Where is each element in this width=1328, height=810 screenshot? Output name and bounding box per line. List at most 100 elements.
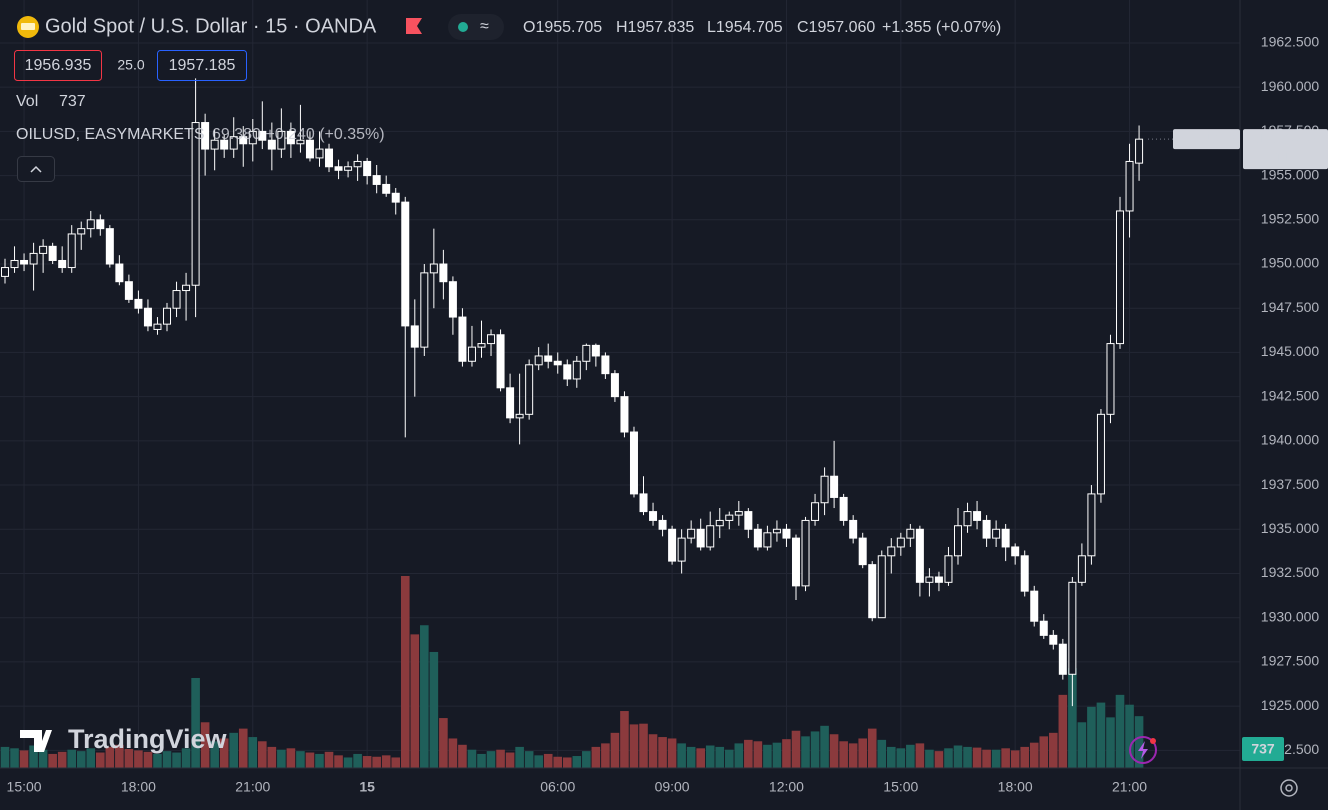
watermark: TradingView: [68, 724, 228, 754]
volume-bar: [696, 748, 705, 768]
volume-bar: [1010, 750, 1020, 768]
volume-bar: [315, 753, 324, 768]
volume-bar: [543, 753, 553, 768]
candle-body: [725, 514, 734, 521]
y-tick-label: 1952.500: [1261, 211, 1320, 227]
y-tick-label: 1942.500: [1261, 387, 1320, 403]
candle-body: [534, 355, 543, 366]
volume-bar: [810, 731, 820, 768]
volume-bar: [572, 756, 582, 768]
candle-body: [506, 387, 515, 419]
candle-body: [849, 519, 858, 539]
volume-bar: [629, 724, 639, 768]
volume-bar: [715, 746, 725, 768]
candle-body: [696, 528, 705, 548]
volume-bar: [334, 755, 343, 768]
alert-icon[interactable]: [1129, 736, 1157, 764]
volume-bar: [248, 737, 258, 768]
volume-bar: [296, 751, 305, 768]
candle-body: [134, 298, 143, 309]
volume-bar: [1134, 716, 1144, 768]
candle-body: [973, 511, 982, 521]
volume-bar: [867, 728, 877, 768]
candle-body: [963, 511, 972, 527]
candle-body: [39, 245, 48, 254]
collapse-button[interactable]: [17, 156, 55, 182]
candle-body: [182, 284, 191, 292]
candle-body: [954, 525, 962, 557]
candle-body: [734, 511, 743, 516]
volume-bar: [829, 734, 839, 768]
candle-body: [925, 576, 934, 583]
volume-bar: [115, 744, 124, 768]
candle-body: [601, 355, 610, 375]
volume-bar: [772, 742, 782, 768]
ohlc-legend: O1955.705 H1957.835 L1954.705 C1957.060 +1.3…: [523, 19, 1001, 36]
candle-body: [105, 228, 114, 265]
candle-body: [877, 555, 886, 619]
market-open-dot: [458, 22, 468, 32]
candle-body: [477, 343, 486, 348]
sell-button[interactable]: [14, 50, 102, 81]
settings-icon[interactable]: [1280, 779, 1298, 797]
x-tick-label: 06:00: [540, 779, 575, 795]
candle-body: [639, 493, 648, 513]
candle-body: [382, 183, 391, 194]
symbol-tag-box: [1173, 129, 1240, 150]
volume-bar: [1068, 668, 1077, 768]
ohlc-value: +1.355 (+0.07%): [882, 19, 1001, 36]
alert-dot: [1150, 738, 1156, 744]
status-pill[interactable]: [448, 14, 504, 40]
volume-pane: [0, 576, 1144, 768]
volume-bar: [162, 751, 172, 768]
volume-bar: [143, 751, 153, 768]
volume-bar: [381, 755, 391, 768]
sell-price[interactable]: 1956.935: [25, 57, 92, 74]
volume-bar: [286, 748, 296, 768]
candle-body: [296, 139, 305, 145]
x-tick-label: 15:00: [7, 779, 42, 795]
volume-bar: [420, 625, 429, 768]
candle-body: [496, 334, 505, 389]
candle-body: [658, 519, 667, 530]
candle-body: [544, 355, 553, 362]
candle-body: [448, 281, 457, 318]
candle-body: [610, 373, 619, 398]
volume-bar: [105, 746, 115, 768]
symbol-title[interactable]: Gold Spot / U.S. Dollar · 15 · OANDA: [45, 15, 377, 37]
overlay-quote: 69.380 +0.240 (+0.35%): [212, 126, 385, 143]
volume-bar: [210, 741, 219, 768]
candle-body: [487, 334, 496, 345]
candle-body: [1049, 634, 1058, 645]
volume-bar: [467, 749, 477, 768]
buy-price[interactable]: 1957.185: [169, 57, 236, 74]
buy-button[interactable]: [157, 50, 247, 81]
candle-body: [553, 360, 562, 366]
candle-body: [944, 555, 953, 583]
volume-bar: [57, 751, 67, 768]
candle-body: [467, 346, 476, 362]
volume-legend-label: Vol: [16, 93, 38, 110]
volume-bar: [362, 756, 372, 768]
y-tick-label: 1935.000: [1261, 520, 1320, 536]
volume-bar: [353, 753, 362, 768]
y-tick-label: 1962.500: [1261, 34, 1320, 50]
y-tick-label: 1955.000: [1261, 166, 1320, 182]
volume-bar: [591, 746, 601, 768]
candle-body: [830, 475, 839, 498]
candle-body: [868, 564, 877, 619]
ohlc-value: C1957.060: [797, 19, 875, 36]
volume-bar: [1077, 722, 1087, 768]
candle-body: [1, 267, 9, 277]
volume-bar: [925, 749, 934, 768]
candle-body: [801, 519, 810, 587]
volume-bar: [486, 751, 496, 768]
overlay-symbol[interactable]: OILUSD, EASYMARKETS: [16, 126, 205, 143]
candle-body: [305, 139, 314, 159]
volume-bar: [67, 749, 77, 768]
x-tick-label: 15: [359, 779, 375, 795]
candle-body: [153, 323, 162, 330]
flag-icon[interactable]: [406, 18, 422, 34]
candle-body: [334, 166, 343, 171]
